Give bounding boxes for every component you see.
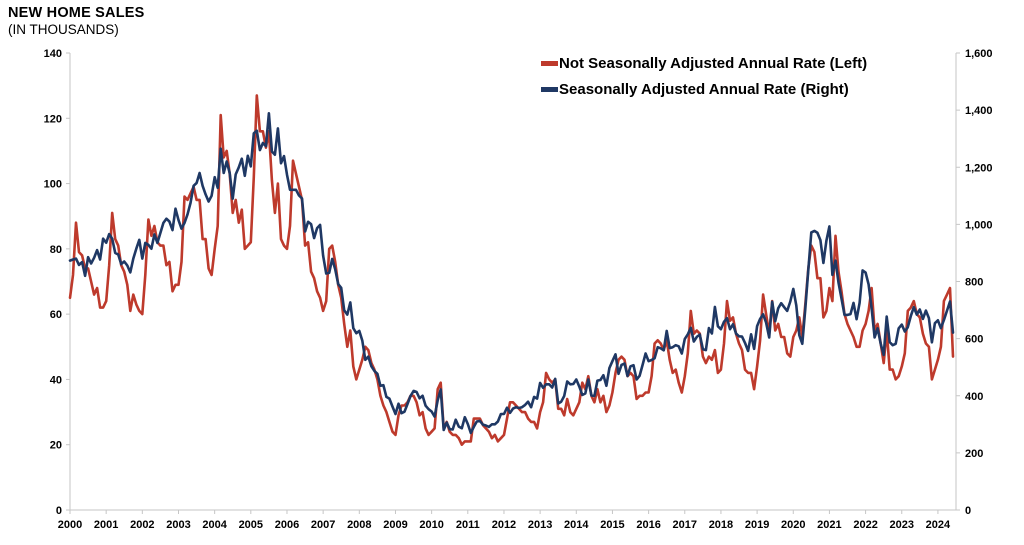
- left-axis-tick-label: 60: [50, 309, 62, 321]
- x-axis-tick-label: 2013: [528, 519, 552, 531]
- right-axis-tick-label: 0: [965, 505, 971, 517]
- x-axis-tick-label: 2000: [58, 519, 82, 531]
- x-axis-tick-label: 2015: [600, 519, 624, 531]
- left-axis-tick-label: 0: [56, 505, 62, 517]
- chart-subtitle: (IN THOUSANDS): [8, 22, 119, 38]
- left-axis-tick-label: 100: [44, 179, 62, 191]
- right-axis-tick-label: 200: [965, 448, 983, 460]
- saar-series-line: [68, 112, 955, 435]
- legend-item-saar: Seasonally Adjusted Annual Rate (Right): [541, 81, 867, 98]
- right-axis-tick-label: 800: [965, 277, 983, 289]
- left-axis-tick-label: 40: [50, 374, 62, 386]
- x-axis-tick-label: 2012: [492, 519, 516, 531]
- right-axis-tick-label: 400: [965, 391, 983, 403]
- x-axis-tick-label: 2011: [456, 519, 480, 531]
- x-axis-tick-label: 2010: [419, 519, 443, 531]
- nsa-series-marker-icon: [541, 61, 558, 66]
- right-axis-tick-label: 600: [965, 334, 983, 346]
- right-axis-tick-label: 1,000: [965, 219, 993, 231]
- legend-label-nsa: Not Seasonally Adjusted Annual Rate (Lef…: [559, 55, 868, 72]
- left-axis-tick-label: 80: [50, 244, 62, 256]
- x-axis-tick-label: 2020: [781, 519, 805, 531]
- right-axis-tick-label: 1,600: [965, 48, 993, 60]
- x-axis-tick-label: 2003: [166, 519, 190, 531]
- right-axis-tick-label: 1,400: [965, 105, 993, 117]
- chart-title-block: NEW HOME SALES (IN THOUSANDS): [8, 4, 145, 39]
- x-axis-tick-label: 2017: [673, 519, 697, 531]
- x-axis-tick-label: 2018: [709, 519, 733, 531]
- x-axis-tick-label: 2014: [564, 519, 589, 531]
- x-axis-tick-label: 2007: [311, 519, 335, 531]
- legend-item-nsa: Not Seasonally Adjusted Annual Rate (Lef…: [541, 55, 867, 72]
- x-axis-tick-label: 2023: [890, 519, 914, 531]
- x-axis-tick-label: 2006: [275, 519, 299, 531]
- left-axis-tick-label: 140: [44, 48, 62, 60]
- x-axis-tick-label: 2024: [926, 519, 951, 531]
- x-axis-tick-label: 2009: [383, 519, 407, 531]
- x-axis-tick-label: 2001: [94, 519, 118, 531]
- x-axis-tick-label: 2019: [745, 519, 769, 531]
- chart-title: NEW HOME SALES: [8, 5, 145, 21]
- nsa-series-line: [68, 94, 955, 447]
- x-axis-tick-label: 2016: [636, 519, 660, 531]
- x-axis-tick-label: 2021: [817, 519, 841, 531]
- left-axis-tick-label: 120: [44, 113, 62, 125]
- x-axis-tick-label: 2022: [853, 519, 877, 531]
- right-axis-tick-label: 1,200: [965, 162, 993, 174]
- x-axis-tick-label: 2008: [347, 519, 371, 531]
- saar-series-marker-icon: [541, 87, 558, 92]
- left-axis-tick-label: 20: [50, 440, 62, 452]
- x-axis-tick-label: 2005: [239, 519, 263, 531]
- legend-label-saar: Seasonally Adjusted Annual Rate (Right): [559, 81, 849, 98]
- x-axis-tick-label: 2002: [130, 519, 154, 531]
- x-axis-tick-label: 2004: [202, 519, 227, 531]
- chart-legend: Not Seasonally Adjusted Annual Rate (Lef…: [541, 55, 867, 98]
